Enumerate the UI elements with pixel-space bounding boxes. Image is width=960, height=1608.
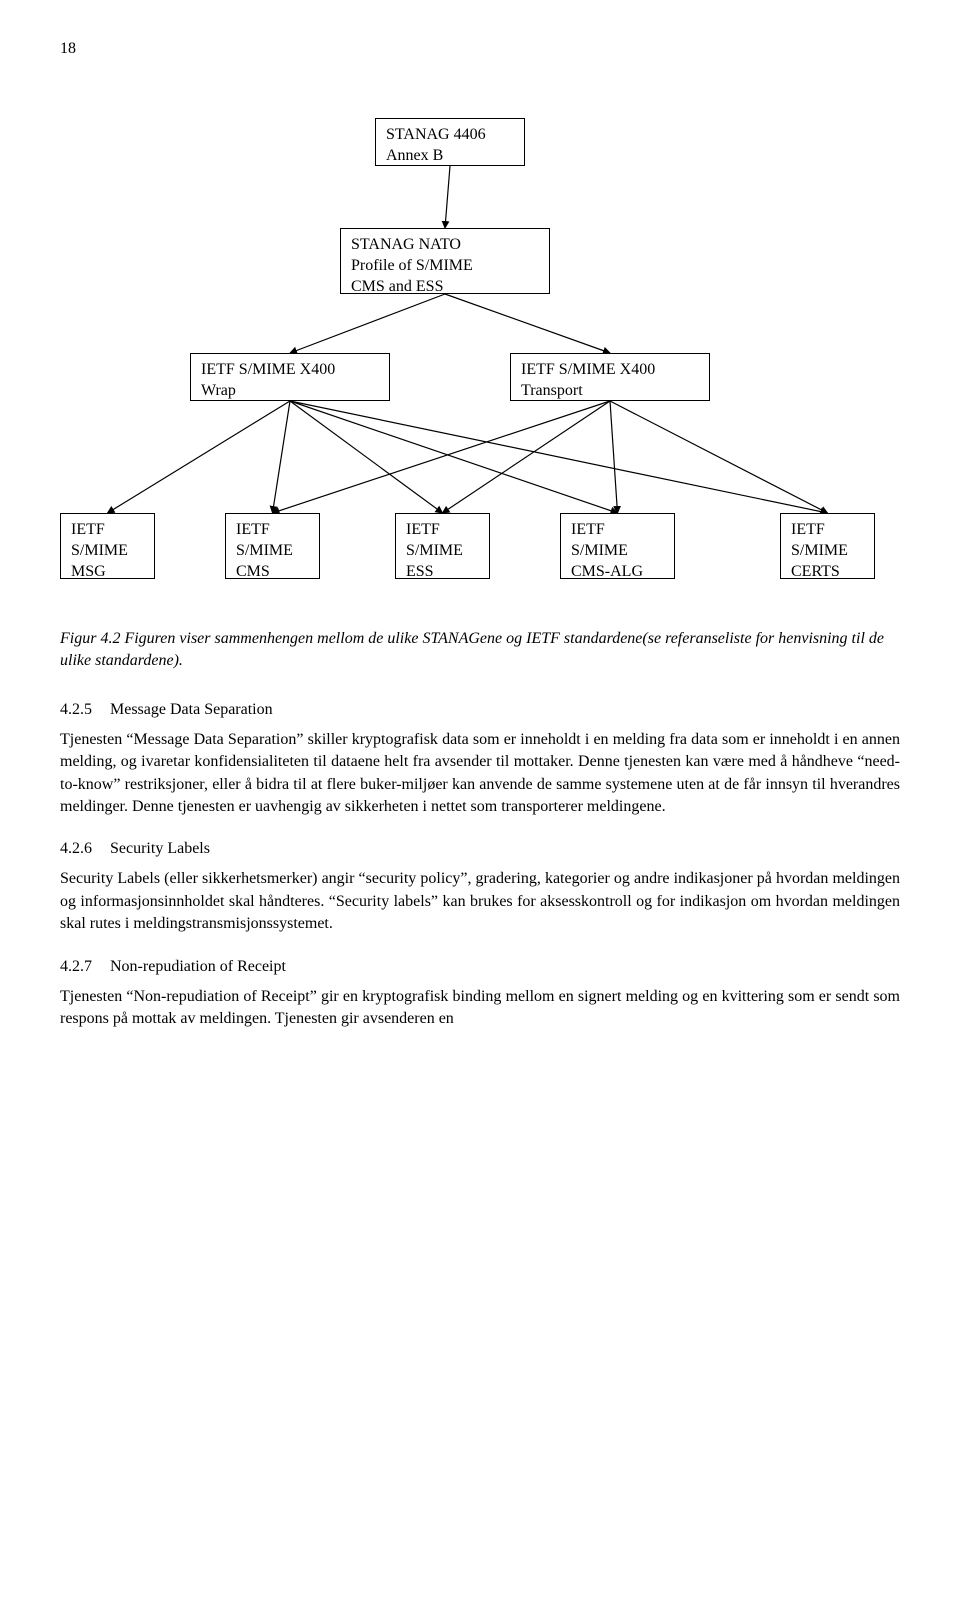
dependency-diagram: STANAG 4406Annex B STANAG NATOProfile of … [60,118,900,598]
diagram-node-line: S/MIME [236,541,309,562]
diagram-node-line: IETF [236,520,309,541]
diagram-node-line: Annex B [386,146,514,167]
diagram-node-line: S/MIME [71,541,144,562]
diagram-node-n3: IETF S/MIME X400Transport [510,353,710,401]
page-number: 18 [60,40,900,58]
diagram-edge [445,166,450,228]
diagram-node-n4: IETFS/MIMEMSG [60,513,155,579]
section-number: 4.2.6 [60,840,92,858]
diagram-node-line: Wrap [201,381,379,402]
diagram-node-n5: IETFS/MIMECMS [225,513,320,579]
diagram-node-line: S/MIME [406,541,479,562]
section-heading: 4.2.6 Security Labels [60,840,900,858]
section-title: Message Data Separation [110,701,273,718]
diagram-node-line: Transport [521,381,699,402]
diagram-edge [610,401,618,513]
diagram-edge [445,294,610,353]
diagram-node-n7: IETFS/MIMECMS-ALG [560,513,675,579]
section-number: 4.2.7 [60,958,92,976]
figure-caption: Figur 4.2 Figuren viser sammenhengen mel… [60,628,900,673]
section-heading: 4.2.5 Message Data Separation [60,701,900,719]
diagram-node-line: S/MIME [791,541,864,562]
diagram-node-n1: STANAG NATOProfile of S/MIMECMS and ESS [340,228,550,294]
diagram-node-n8: IETFS/MIMECERTS [780,513,875,579]
diagram-node-n0: STANAG 4406Annex B [375,118,525,166]
diagram-edge [290,401,618,513]
diagram-node-line: IETF [71,520,144,541]
section-body: Tjenesten “Non-repudiation of Receipt” g… [60,986,900,1031]
diagram-node-line: IETF S/MIME X400 [521,360,699,381]
diagram-node-n6: IETFS/MIMEESS [395,513,490,579]
section-body: Security Labels (eller sikkerhetsmerker)… [60,868,900,935]
diagram-node-line: S/MIME [571,541,664,562]
section-heading: 4.2.7 Non-repudiation of Receipt [60,958,900,976]
diagram-edge [273,401,291,513]
diagram-edge [290,401,828,513]
diagram-node-line: CERTS [791,562,864,583]
diagram-node-line: IETF [571,520,664,541]
section-title: Non-repudiation of Receipt [110,958,286,975]
diagram-edge [290,294,445,353]
diagram-node-line: IETF [406,520,479,541]
diagram-node-line: IETF S/MIME X400 [201,360,379,381]
diagram-node-line: CMS and ESS [351,277,539,298]
diagram-node-line: ESS [406,562,479,583]
section-body: Tjenesten “Message Data Separation” skil… [60,729,900,819]
diagram-node-line: STANAG 4406 [386,125,514,146]
section-title: Security Labels [110,840,210,857]
diagram-node-line: CMS-ALG [571,562,664,583]
diagram-edge [273,401,611,513]
diagram-edge [108,401,291,513]
diagram-node-line: Profile of S/MIME [351,256,539,277]
diagram-node-line: IETF [791,520,864,541]
diagram-edge [290,401,443,513]
section-number: 4.2.5 [60,701,92,719]
diagram-edge [610,401,828,513]
diagram-node-n2: IETF S/MIME X400Wrap [190,353,390,401]
diagram-node-line: STANAG NATO [351,235,539,256]
diagram-node-line: CMS [236,562,309,583]
diagram-node-line: MSG [71,562,144,583]
diagram-edge [443,401,611,513]
